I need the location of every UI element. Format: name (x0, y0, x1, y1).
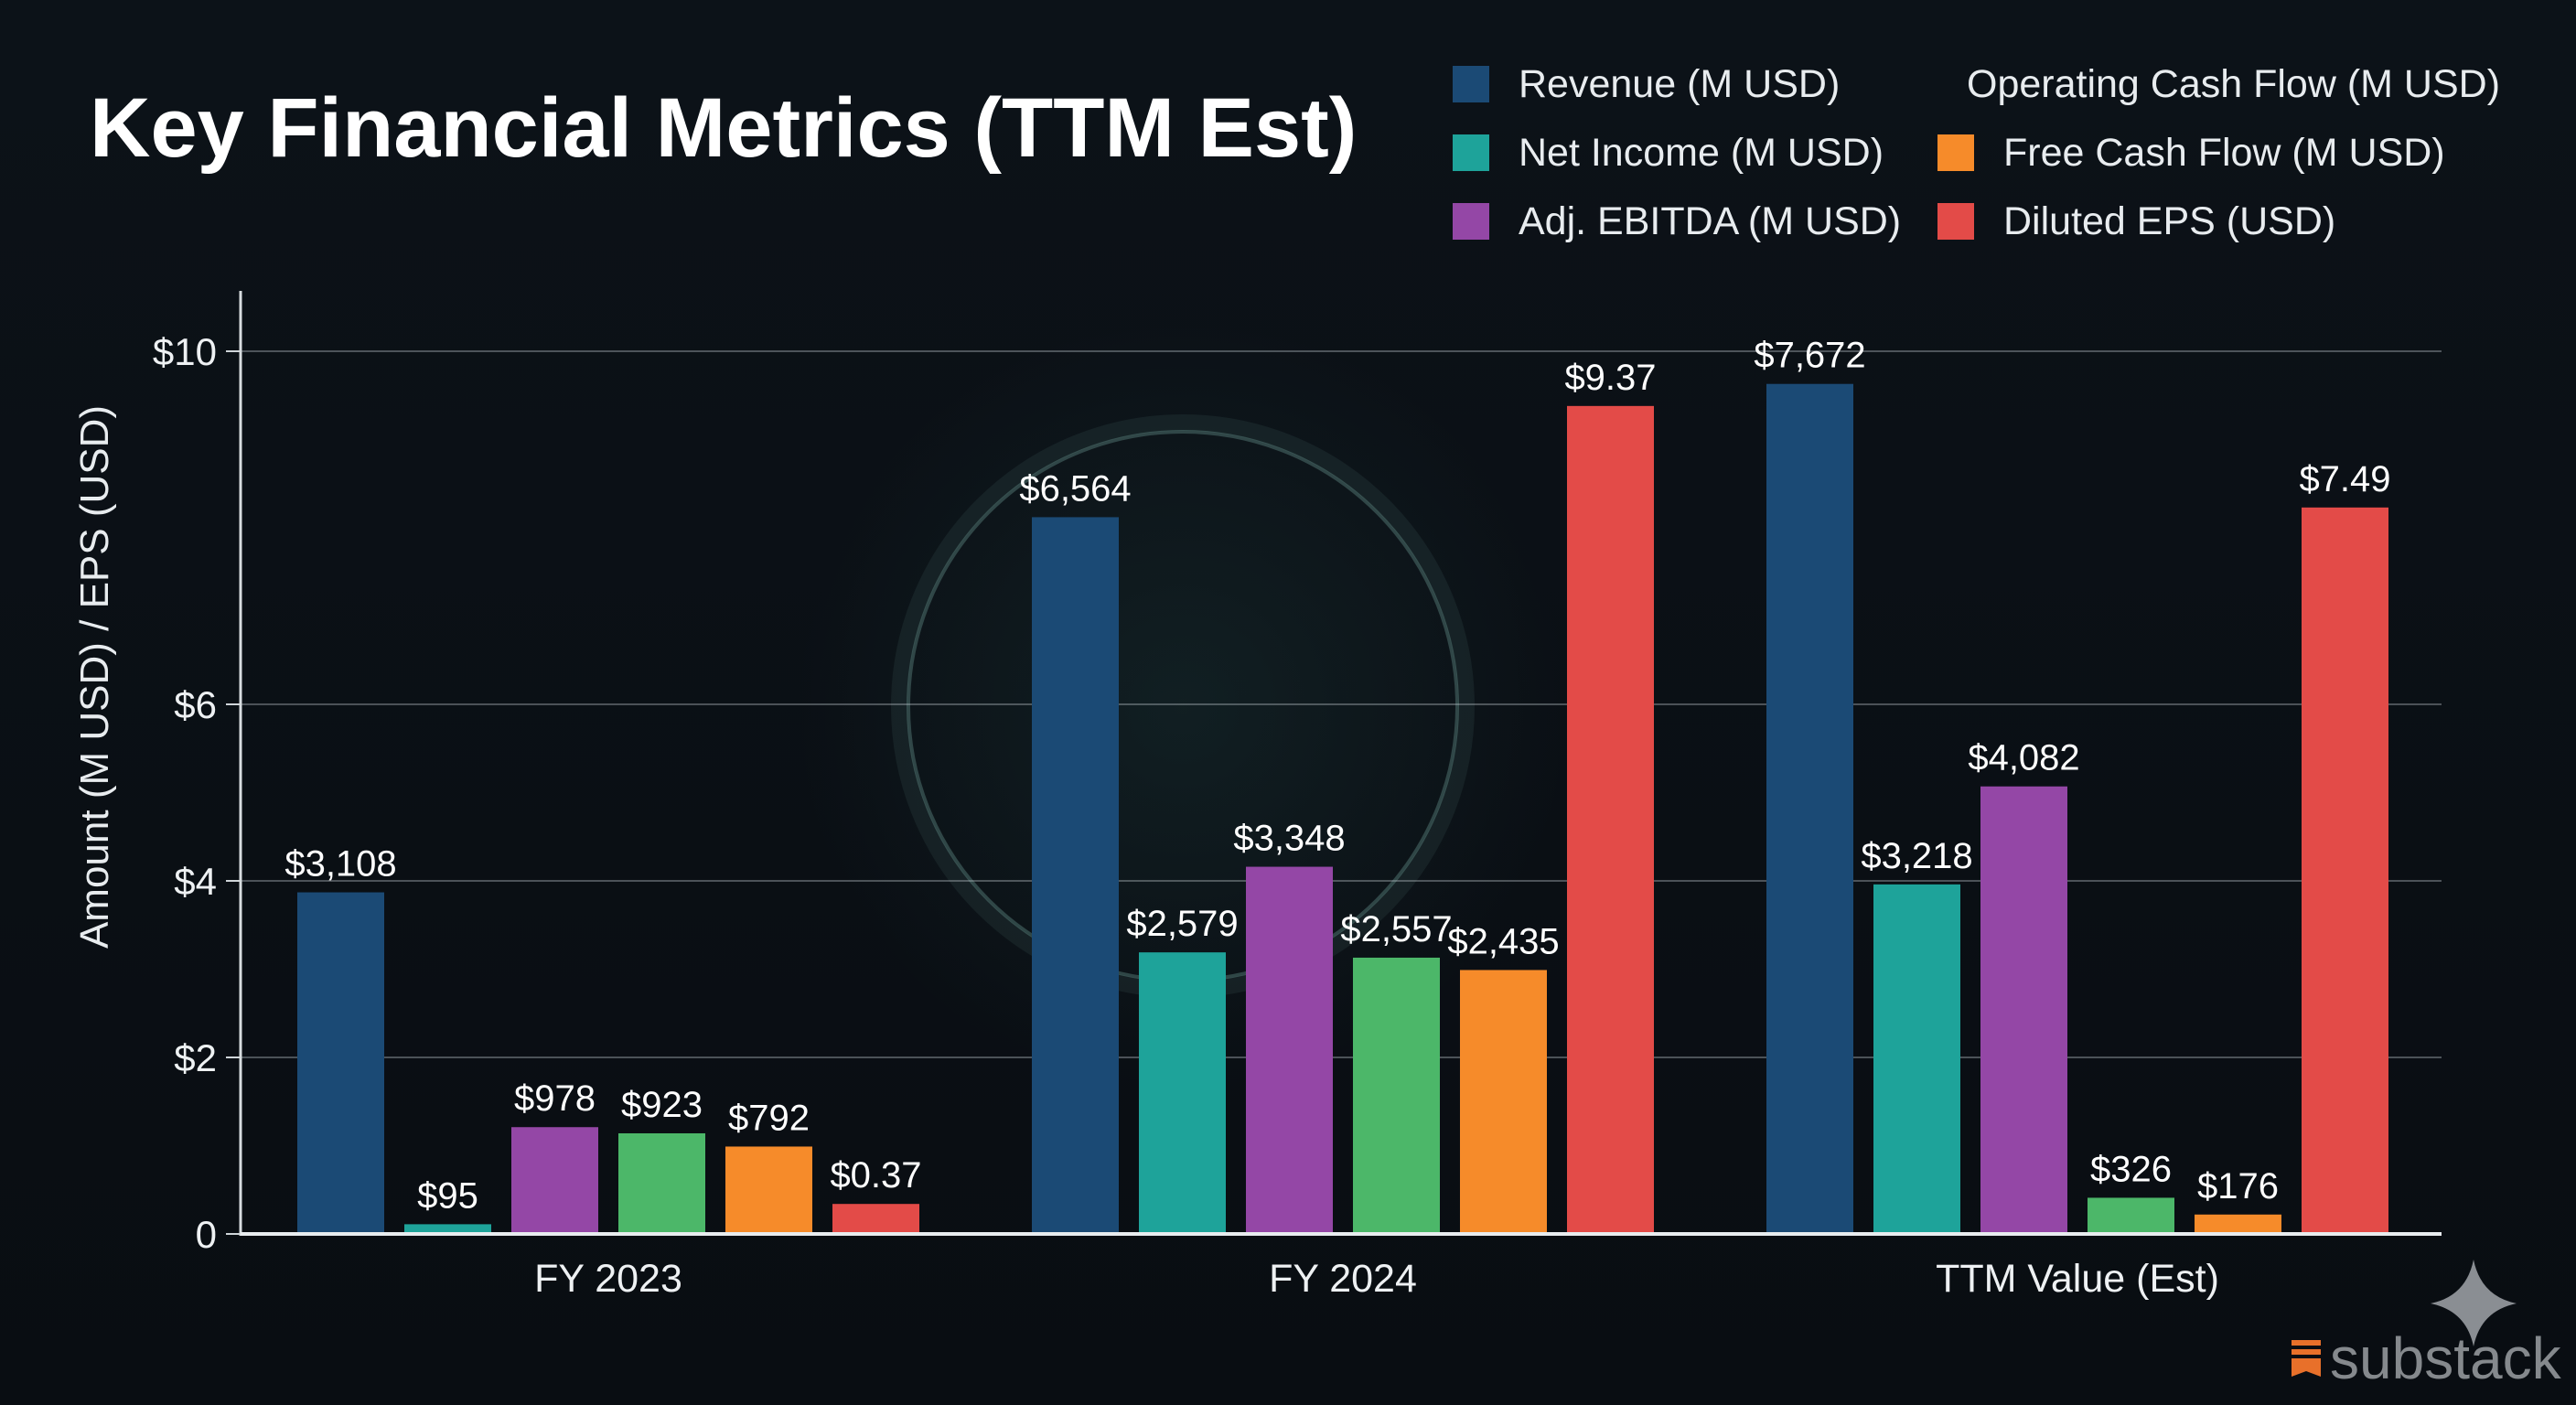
data-label: $3,348 (1233, 819, 1345, 859)
legend-item: Free Cash Flow (M USD) (1937, 130, 2486, 175)
y-tick-label: $2 (174, 1036, 217, 1079)
data-label: $4,082 (1968, 738, 2079, 778)
bar-diluted-0 (832, 1204, 919, 1234)
data-label: $923 (621, 1085, 703, 1125)
bar-adj-1 (1246, 866, 1333, 1234)
data-label: $7,672 (1754, 336, 1865, 376)
legend-label: Adj. EBITDA (M USD) (1519, 198, 1902, 243)
bar-net-1 (1139, 952, 1226, 1234)
data-label: $176 (2197, 1166, 2279, 1207)
legend-swatch (1453, 134, 1489, 171)
x-tick-label: TTM Value (Est) (1936, 1257, 2219, 1301)
y-tick-label: $4 (174, 860, 217, 903)
bar-free-0 (725, 1146, 812, 1234)
brand-name: substack (2330, 1325, 2561, 1391)
legend-item: Operating Cash Flow (M USD) (1937, 62, 2500, 106)
bar-adj-0 (511, 1127, 598, 1234)
bar-net-2 (1873, 884, 1960, 1234)
y-tick-label: $10 (153, 330, 217, 373)
legend-item: Diluted EPS (USD) (1937, 198, 2486, 243)
legend-label: Revenue (M USD) (1519, 61, 1841, 106)
legend: Revenue (M USD) Operating Cash Flow (M US… (1453, 61, 2500, 243)
data-label: $978 (514, 1078, 596, 1119)
data-label: $6,564 (1019, 468, 1131, 509)
legend-swatch (1453, 203, 1489, 240)
data-label: $9.37 (1564, 358, 1656, 398)
data-label: $3,108 (284, 844, 396, 885)
legend-item: Net Income (M USD) (1453, 130, 1937, 175)
bar-free-2 (2195, 1214, 2281, 1234)
legend-swatch (1453, 66, 1489, 102)
chart-title: Key Financial Metrics (TTM Est) (90, 81, 1358, 175)
x-tick-label: FY 2024 (1269, 1257, 1417, 1301)
legend-swatch (1937, 134, 1974, 171)
legend-label: Net Income (M USD) (1519, 130, 1884, 175)
legend-item: Adj. EBITDA (M USD) (1453, 198, 1937, 243)
x-tick-label: FY 2023 (534, 1257, 682, 1301)
bar-diluted-2 (2302, 507, 2388, 1234)
legend-label: Operating Cash Flow (M USD) (1967, 61, 2501, 106)
legend-item: Revenue (M USD) (1453, 61, 1937, 106)
data-label: $792 (728, 1098, 810, 1138)
data-label: $95 (417, 1175, 478, 1216)
bar-free-1 (1460, 970, 1547, 1234)
y-tick-label: 0 (196, 1213, 217, 1256)
data-label: $2,579 (1126, 904, 1238, 944)
bar-operating-1 (1353, 957, 1440, 1234)
substack-logo: substack (2292, 1325, 2561, 1392)
data-label: $2,557 (1340, 909, 1452, 949)
bar-net-0 (404, 1224, 491, 1234)
legend-swatch (1937, 203, 1974, 240)
y-tick-label: $6 (174, 683, 217, 726)
bar-operating-0 (618, 1132, 705, 1234)
bar-operating-2 (2088, 1197, 2174, 1234)
legend-label: Free Cash Flow (M USD) (2003, 130, 2445, 175)
data-label: $0.37 (830, 1155, 921, 1196)
data-label: $7.49 (2299, 459, 2390, 499)
bar-adj-2 (1980, 786, 2067, 1234)
data-label: $3,218 (1861, 836, 1972, 876)
data-label: $326 (2090, 1149, 2172, 1189)
data-label: $2,435 (1447, 921, 1559, 961)
bar-revenue-2 (1766, 383, 1853, 1235)
bar-revenue-1 (1032, 517, 1119, 1234)
legend-label: Diluted EPS (USD) (2003, 198, 2336, 243)
y-axis-label: Amount (M USD) / EPS (USD) (72, 405, 117, 949)
bar-diluted-1 (1567, 405, 1654, 1235)
bar-revenue-0 (297, 892, 384, 1234)
substack-bookmark-icon (2292, 1340, 2321, 1377)
